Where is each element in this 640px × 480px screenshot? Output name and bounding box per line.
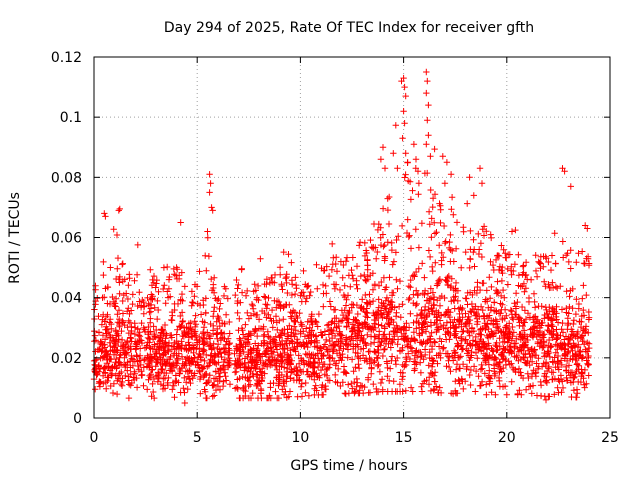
data-point-markers [90,68,593,407]
y-tick-label: 0.08 [51,170,82,186]
x-tick-label: 0 [90,430,99,446]
y-tick-label: 0.12 [51,50,82,66]
data-points [90,68,593,407]
y-tick-label: 0 [73,411,82,427]
x-tick-label: 15 [395,430,413,446]
x-tick-labels: 0 5 10 15 20 25 [90,430,619,446]
y-tick-label: 0.1 [60,110,82,126]
chart-title: Day 294 of 2025, Rate Of TEC Index for r… [164,20,534,36]
y-axis-label: ROTI / TECUs [7,192,23,284]
axis-ticks [93,56,611,419]
x-tick-label: 5 [193,430,202,446]
x-tick-label: 25 [601,430,619,446]
y-tick-label: 0.02 [51,351,82,367]
x-tick-label: 10 [291,430,309,446]
y-tick-label: 0.04 [51,291,82,307]
y-tick-labels: 0 0.02 0.04 0.06 0.08 0.1 0.12 [51,50,82,427]
y-tick-label: 0.06 [51,231,82,247]
x-tick-label: 20 [498,430,516,446]
x-axis-label: GPS time / hours [290,458,407,474]
